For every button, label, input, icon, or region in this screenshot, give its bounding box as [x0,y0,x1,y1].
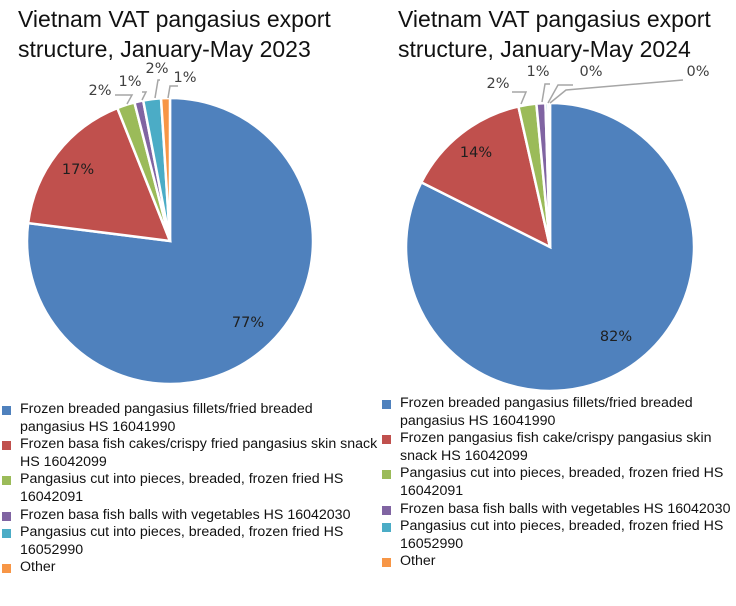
leader-line [167,85,178,99]
pie-chart-2023: 77%17%2%1%2%1% [25,61,315,386]
data-label: 1% [118,74,141,90]
legend-label: Other [20,559,56,576]
legend-swatch [2,511,11,521]
legend-label: Frozen basa fish balls with vegetables H… [400,500,731,517]
data-label: 2% [145,61,168,77]
pie-slice [26,106,172,243]
chart-title-line: Vietnam VAT pangasius export [18,6,331,32]
legend-item: Pangasius cut into pieces, breaded, froz… [382,465,734,500]
legend-swatch [382,558,391,568]
pie-slice [25,96,315,386]
leader-line [141,91,148,101]
legend-label: Frozen breaded pangasius fillets/fried b… [400,395,693,429]
chart-2024: Vietnam VAT pangasius export structure, … [378,0,736,606]
legend-swatch [2,406,11,415]
legend-item: Other [382,553,734,571]
chart-title-line: structure, January-May 2024 [398,36,691,62]
chart-title: Vietnam VAT pangasius export structure, … [18,4,368,64]
legend-swatch [382,505,391,515]
data-label: 14% [460,145,492,161]
data-label: 2% [88,83,111,99]
legend-label: Frozen breaded pangasius fillets/fried b… [20,401,313,435]
data-label: 1% [173,70,196,86]
legend-label: Other [400,553,436,570]
data-label: 0% [579,64,602,80]
legend-label: Pangasius cut into pieces, breaded, froz… [400,465,724,499]
leader-line [154,79,160,99]
data-label: 82% [600,329,632,345]
data-label: 77% [232,315,264,331]
legend-label: Pangasius cut into pieces, breaded, froz… [20,524,344,558]
leader-line [115,94,134,105]
data-label: 0% [686,64,709,80]
legend-item: Other [2,559,378,577]
legend: Frozen breaded pangasius fillets/fried b… [382,395,734,571]
pie-slice [419,105,552,250]
pie-chart-2024: 82% 14% 2% 1% 0% 0% [404,64,710,393]
chart-title: Vietnam VAT pangasius export structure, … [398,4,736,64]
leader-line [512,91,528,105]
legend-label: Pangasius cut into pieces, breaded, froz… [20,471,344,505]
legend-swatch [382,523,391,533]
legend-item: Pangasius cut into pieces, breaded, froz… [2,524,378,559]
legend-item: Frozen breaded pangasius fillets/fried b… [382,395,734,430]
legend-item: Frozen basa fish cakes/crispy fried pang… [2,436,378,471]
data-label: 2% [486,76,509,92]
legend-label: Frozen basa fish cakes/crispy fried pang… [20,436,378,470]
legend-item: Frozen pangasius fish cake/crispy pangas… [382,430,734,465]
legend-swatch [2,529,11,539]
legend-item: Pangasius cut into pieces, breaded, froz… [2,471,378,506]
leader-line [541,83,550,103]
chart-title-line: structure, January-May 2023 [18,36,311,62]
leader-line [549,79,684,104]
legend-item: Frozen breaded pangasius fillets/fried b… [2,401,378,436]
legend-label: Pangasius cut into pieces, breaded, froz… [400,518,724,552]
legend-swatch [382,470,391,480]
legend-label: Frozen basa fish balls with vegetables H… [20,506,351,523]
data-label: 17% [62,162,94,178]
legend-swatch [2,564,11,574]
legend-swatch [382,435,391,445]
legend-swatch [2,476,11,486]
legend-item: Frozen basa fish balls with vegetables H… [382,501,734,519]
chart-2023: Vietnam VAT pangasius export structure, … [2,4,378,577]
pie-slice [159,96,172,242]
chart-title-line: Vietnam VAT pangasius export [398,6,711,32]
legend-item: Pangasius cut into pieces, breaded, froz… [382,518,734,553]
legend-label: Frozen pangasius fish cake/crispy pangas… [400,430,712,464]
legend-item: Frozen basa fish balls with vegetables H… [2,507,378,525]
legend-swatch [382,400,391,409]
leader-line [547,84,573,104]
legend: Frozen breaded pangasius fillets/fried b… [2,401,378,577]
data-label: 1% [526,64,549,80]
legend-swatch [2,441,11,451]
